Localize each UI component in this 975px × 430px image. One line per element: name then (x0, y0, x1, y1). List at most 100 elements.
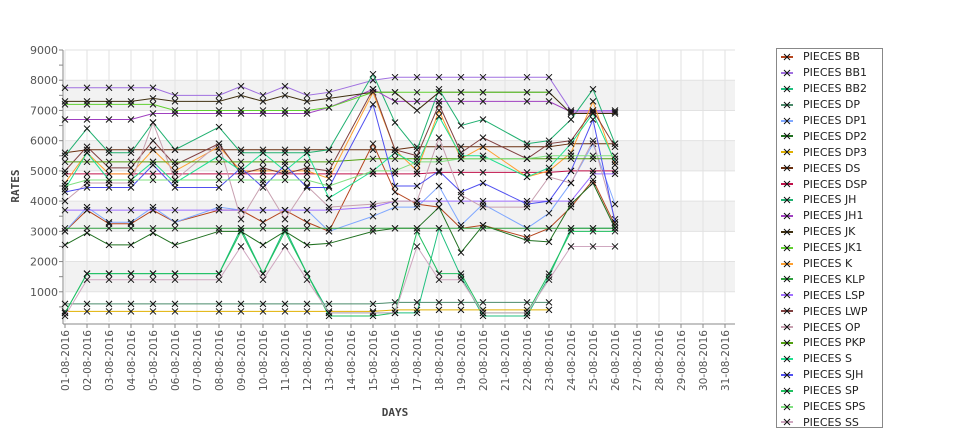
data-point-marker (237, 215, 245, 223)
data-point-marker (281, 300, 289, 308)
data-point-marker (237, 300, 245, 308)
x-tick-label: 03-08-2016 (104, 330, 116, 391)
data-point-marker (259, 270, 267, 277)
data-point-marker (457, 221, 465, 229)
data-point-marker (259, 146, 267, 154)
data-point-marker (435, 197, 443, 205)
data-point-marker (281, 176, 289, 184)
data-point-marker (237, 167, 245, 175)
data-point-marker (391, 167, 399, 175)
legend-label: PIECES LSP (803, 288, 865, 302)
data-point-marker (589, 170, 597, 178)
data-point-marker (259, 176, 267, 184)
data-point-marker (237, 176, 245, 184)
x-tick-label: 17-08-2016 (412, 330, 424, 391)
data-point-marker (589, 98, 597, 105)
legend-marker-icon (781, 387, 793, 394)
data-point-marker (215, 107, 223, 114)
data-point-marker (611, 215, 619, 223)
legend-item: PIECES JK (777, 224, 882, 240)
data-point-marker (215, 227, 223, 235)
data-point-marker (215, 91, 223, 99)
data-point-marker (171, 176, 179, 184)
data-point-marker (435, 276, 443, 284)
data-point-marker (127, 300, 135, 308)
y-tick-label: 1000 (30, 286, 58, 299)
data-point-marker (457, 122, 465, 129)
data-point-marker (325, 300, 333, 308)
data-point-marker (83, 206, 91, 214)
data-point-marker (61, 188, 69, 196)
data-point-marker (127, 146, 135, 154)
data-point-marker (589, 227, 597, 235)
legend-label: PIECES SPS (803, 400, 866, 414)
data-point-marker (171, 276, 179, 284)
data-point-marker (479, 312, 487, 320)
data-point-marker (215, 152, 223, 160)
series-pieces-sp (61, 227, 619, 320)
data-point-marker (61, 158, 69, 166)
data-point-marker (457, 299, 465, 306)
data-point-marker (259, 170, 267, 178)
data-point-marker (171, 206, 179, 214)
data-point-marker (457, 197, 465, 205)
data-point-marker (259, 91, 267, 99)
data-point-marker (171, 91, 179, 99)
legend-marker-icon (781, 323, 793, 331)
data-point-marker (281, 243, 289, 250)
data-point-marker (303, 241, 311, 249)
data-point-marker (369, 167, 377, 175)
data-point-marker (259, 184, 267, 191)
series-pieces-jk1 (61, 88, 553, 114)
data-point-marker (237, 308, 245, 315)
data-point-marker (171, 107, 179, 114)
data-point-marker (457, 270, 465, 277)
data-point-marker (215, 158, 223, 166)
data-point-marker (435, 155, 443, 163)
data-point-marker (237, 227, 245, 235)
data-point-marker (611, 200, 619, 208)
data-point-marker (325, 206, 333, 214)
data-point-marker (281, 82, 289, 90)
data-point-marker (457, 273, 465, 281)
legend-item: PIECES BB2 (777, 81, 882, 97)
data-point-marker (589, 224, 597, 232)
legend-marker-icon (781, 307, 793, 315)
data-point-marker (61, 84, 69, 92)
data-point-marker (171, 218, 179, 226)
data-point-marker (237, 170, 245, 178)
legend-label: PIECES LWP (803, 304, 868, 318)
legend-item: PIECES LWP (777, 303, 882, 319)
data-point-marker (391, 149, 399, 157)
data-point-marker (105, 84, 113, 92)
data-point-marker (589, 110, 597, 117)
data-point-marker (215, 206, 223, 214)
data-point-marker (281, 149, 289, 157)
data-point-marker (105, 98, 113, 105)
data-point-marker (61, 227, 69, 235)
series-pieces-sps (61, 152, 619, 190)
data-point-marker (567, 200, 575, 208)
data-point-marker (523, 173, 531, 181)
legend-marker-icon (781, 53, 793, 61)
data-point-marker (171, 224, 179, 232)
data-point-marker (457, 306, 465, 314)
data-point-marker (523, 200, 531, 208)
data-point-marker (149, 110, 157, 117)
data-point-marker (567, 203, 575, 211)
data-point-marker (413, 167, 421, 175)
data-point-marker (391, 88, 399, 96)
data-point-marker (391, 73, 399, 81)
data-point-marker (589, 116, 597, 123)
data-point-marker (281, 206, 289, 214)
data-point-marker (523, 98, 531, 105)
x-tick-label: 19-08-2016 (456, 330, 468, 391)
x-tick-label: 23-08-2016 (544, 330, 556, 391)
data-point-marker (127, 224, 135, 232)
data-point-marker (149, 276, 157, 284)
data-point-marker (281, 91, 289, 99)
data-point-marker (259, 149, 267, 157)
data-point-marker (479, 179, 487, 187)
data-point-marker (259, 300, 267, 308)
legend-item: PIECES SS (777, 414, 882, 430)
